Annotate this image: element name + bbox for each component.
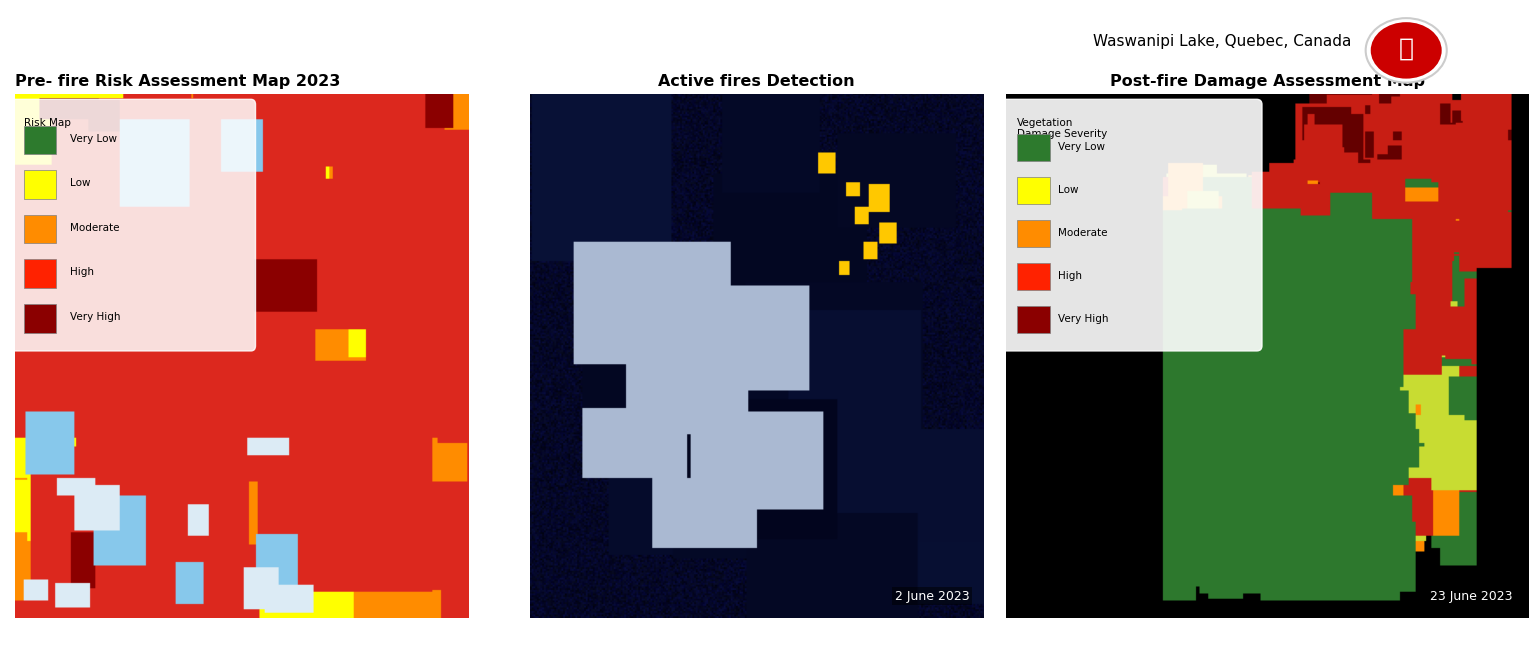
Text: Very Low: Very Low	[69, 134, 117, 144]
Text: Waswanipi Lake, Quebec, Canada: Waswanipi Lake, Quebec, Canada	[1094, 34, 1352, 48]
Bar	[1017, 263, 1051, 290]
Circle shape	[1366, 18, 1447, 83]
Text: 23 June 2023: 23 June 2023	[1430, 589, 1513, 603]
Text: High: High	[69, 267, 94, 278]
Bar	[25, 214, 57, 243]
Bar	[1017, 220, 1051, 247]
Bar	[25, 170, 57, 199]
Text: Moderate: Moderate	[1058, 228, 1107, 238]
FancyBboxPatch shape	[11, 99, 255, 351]
Text: Very Low: Very Low	[1058, 142, 1106, 152]
Text: Very High: Very High	[1058, 314, 1109, 324]
Bar	[1017, 134, 1051, 161]
Bar	[25, 259, 57, 288]
Text: 🍁: 🍁	[1399, 37, 1413, 61]
Text: Low: Low	[1058, 185, 1078, 195]
Bar	[1017, 177, 1051, 204]
Bar	[25, 126, 57, 155]
Bar	[25, 304, 57, 333]
Title: Post-fire Damage Assessment Map: Post-fire Damage Assessment Map	[1109, 74, 1425, 89]
FancyBboxPatch shape	[1001, 99, 1263, 351]
Bar	[1017, 306, 1051, 333]
Title: Active fires Detection: Active fires Detection	[657, 74, 856, 89]
Text: Low: Low	[69, 178, 91, 188]
Circle shape	[1370, 22, 1442, 79]
Text: Moderate: Moderate	[69, 222, 120, 233]
Text: High: High	[1058, 271, 1083, 281]
Text: Vegetation
Damage Severity: Vegetation Damage Severity	[1017, 118, 1107, 139]
Text: 2 June 2023: 2 June 2023	[895, 589, 969, 603]
Text: Very High: Very High	[69, 312, 120, 322]
Text: Pre- fire Risk Assessment Map 2023: Pre- fire Risk Assessment Map 2023	[15, 74, 341, 89]
Text: Risk Map: Risk Map	[25, 118, 71, 128]
